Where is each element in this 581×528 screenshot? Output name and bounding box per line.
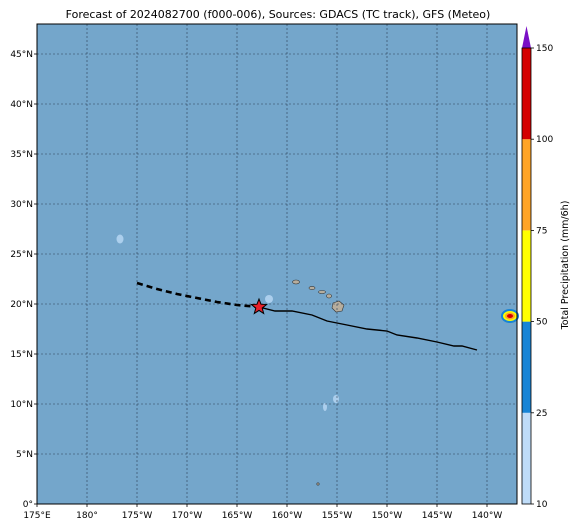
latitude-label: 40°N	[10, 100, 33, 110]
latitude-label: 35°N	[10, 150, 33, 160]
longitude-label: 165°W	[222, 511, 253, 521]
colorbar-segment	[522, 230, 531, 322]
colorbar-tick-label: 75	[536, 226, 547, 236]
storm-position-star-icon	[250, 297, 268, 315]
latitude-label: 45°N	[10, 50, 33, 60]
colorbar: 10 25 50 75 100 150 Total Precipitation (mm/6…	[521, 26, 571, 510]
colorbar-segment	[522, 321, 531, 413]
latitude-label: 25°N	[10, 250, 33, 260]
latitude-label: 20°N	[10, 300, 33, 310]
colorbar-segment	[522, 48, 531, 140]
colorbar-extend-arrow	[522, 26, 531, 48]
longitude-label: 180°	[76, 511, 98, 521]
colorbar-tick-label: 10	[536, 500, 548, 510]
precip-patch	[333, 395, 339, 403]
longitude-label: 175°W	[122, 511, 153, 521]
island-molokai	[318, 290, 326, 294]
latitude-label: 0°	[23, 500, 33, 510]
map-panel: 175°E 180° 175°W 170°W 165°W 160°W 155°W 150°W 1…	[10, 23, 519, 521]
longitude-label: 140°W	[472, 511, 503, 521]
latitude-label: 30°N	[10, 200, 33, 210]
ocean-background	[37, 24, 517, 504]
colorbar-tick-label: 150	[536, 44, 553, 54]
precip-patch	[116, 234, 124, 244]
island-oahu	[308, 286, 316, 290]
island-kauai	[292, 279, 300, 285]
longitude-label: 155°W	[322, 511, 353, 521]
island-small	[316, 482, 320, 486]
colorbar-segment	[522, 412, 531, 504]
precip-patch	[323, 403, 327, 411]
colorbar-tick-label: 25	[536, 409, 547, 419]
precip-patch	[265, 295, 273, 303]
longitude-labels: 175°E 180° 175°W 170°W 165°W 160°W 155°W 150°W 1…	[23, 504, 502, 521]
map-title: Forecast of 2024082700 (f000-006), Sourc…	[65, 8, 491, 21]
latitude-labels: 0° 5°N 10°N 15°N 20°N 25°N 30°N 35°N 40°N 45°N	[10, 50, 37, 510]
observed-track-line	[258, 306, 478, 351]
longitude-label: 175°E	[23, 511, 51, 521]
colorbar-label: Total Precipitation (mm/6h)	[560, 201, 571, 331]
island-maui	[326, 293, 332, 299]
colorbar-segment	[522, 139, 531, 231]
longitude-label: 160°W	[272, 511, 303, 521]
longitude-label: 170°W	[172, 511, 203, 521]
precipitation-light-areas	[116, 234, 339, 411]
latitude-label: 5°N	[16, 450, 33, 460]
latitude-label: 10°N	[10, 400, 33, 410]
precipitation-heavy-area	[501, 309, 519, 323]
longitude-label: 150°W	[372, 511, 403, 521]
map-frame	[36, 23, 518, 505]
forecast-track-line	[136, 281, 260, 309]
colorbar-tick-label: 100	[536, 135, 553, 145]
colorbar-ticks: 10 25 50 75 100 150	[531, 44, 553, 510]
latitude-label: 15°N	[10, 350, 33, 360]
colorbar-tick-label: 50	[536, 318, 548, 328]
longitude-label: 145°W	[422, 511, 453, 521]
graticule	[37, 24, 517, 504]
